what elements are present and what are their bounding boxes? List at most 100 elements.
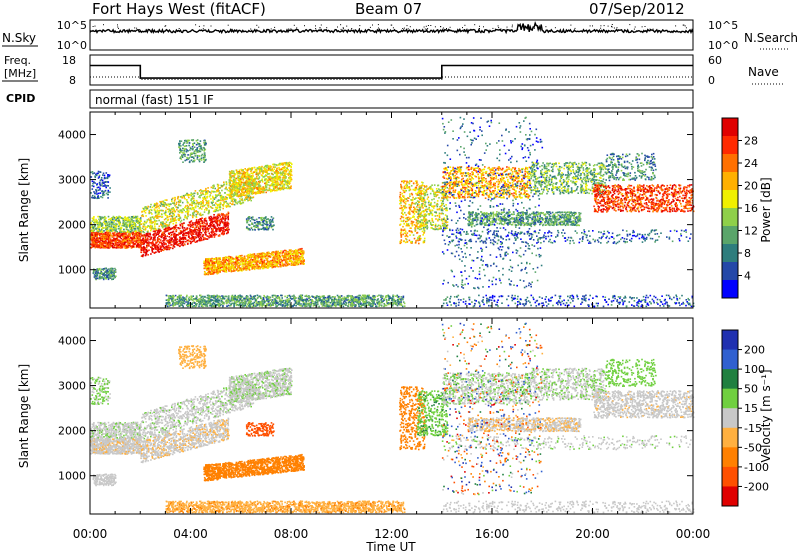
power-cell [152, 221, 154, 223]
power-cell [265, 178, 268, 180]
power-cell [266, 223, 268, 226]
power-cell [101, 230, 103, 233]
power-cell [239, 189, 241, 191]
power-cell [290, 185, 292, 187]
power-cell [173, 226, 176, 229]
power-cell [173, 208, 175, 210]
power-cell [219, 194, 222, 197]
power-cell [189, 228, 191, 231]
power-cell [177, 213, 180, 216]
power-cell [291, 250, 294, 252]
power-cell [223, 231, 225, 233]
power-cell [141, 235, 143, 237]
power-cell [97, 230, 99, 233]
power-cell [230, 193, 233, 196]
power-cell [224, 229, 227, 232]
power-cell [107, 174, 109, 176]
power-cell [300, 249, 303, 251]
power-cell [227, 189, 230, 192]
power-cell [166, 240, 169, 242]
power-cell [206, 228, 209, 230]
power-cell [247, 195, 250, 198]
power-cell [238, 194, 241, 196]
power-cell [250, 177, 253, 180]
power-cell [151, 244, 154, 247]
power-cell [101, 196, 104, 199]
power-cell [122, 243, 125, 246]
power-cell [275, 164, 277, 166]
power-cell [183, 237, 186, 239]
power-cell [239, 201, 242, 204]
power-cell [169, 208, 171, 211]
power-cell [202, 192, 204, 194]
power-cell [124, 217, 127, 219]
power-cell [255, 259, 258, 261]
power-cell [211, 230, 213, 233]
power-cell [131, 227, 134, 229]
power-cell [205, 229, 207, 232]
power-cell [288, 255, 290, 258]
power-cell [149, 227, 151, 229]
power-cell [262, 217, 265, 220]
nsky-dot [426, 28, 428, 30]
power-cell [152, 239, 154, 241]
power-cell [186, 228, 189, 231]
power-cell [172, 244, 175, 247]
power-cell [216, 207, 219, 209]
power-cell [132, 239, 134, 241]
power-cell [220, 199, 222, 202]
power-cell [249, 179, 251, 182]
power-cell [190, 230, 192, 233]
power-cell [203, 270, 206, 273]
power-cell [161, 200, 163, 203]
power-cell [124, 230, 126, 233]
power-cell [270, 189, 272, 191]
power-cell [123, 233, 125, 235]
power-cell [196, 150, 198, 152]
power-cell [105, 245, 108, 247]
power-cell [106, 224, 109, 227]
power-cell [259, 181, 261, 183]
power-cell [181, 201, 184, 204]
power-cell [135, 241, 137, 244]
power-cell [254, 261, 256, 264]
power-cell [232, 201, 234, 203]
power-cell [165, 227, 167, 229]
power-cell [216, 203, 218, 206]
power-cell [106, 230, 108, 232]
power-cell [104, 223, 106, 225]
power-cell [206, 197, 208, 199]
power-cell [262, 176, 264, 178]
power-cell [291, 163, 293, 165]
power-cell [275, 254, 277, 257]
power-cell [142, 239, 144, 242]
power-cell [236, 186, 239, 189]
power-cell [187, 194, 189, 197]
power-cell [244, 173, 246, 176]
power-cell [91, 231, 94, 234]
power-cell [244, 168, 246, 170]
power-cell [247, 219, 249, 222]
power-cell [285, 183, 288, 186]
power-cell [203, 221, 205, 223]
power-cell [243, 183, 245, 185]
power-cell [96, 186, 99, 189]
power-cell [216, 209, 219, 212]
power-cell [101, 179, 104, 182]
power-cell [214, 194, 217, 196]
power-cell [229, 197, 231, 199]
power-cell [116, 235, 119, 238]
power-cell [93, 274, 96, 276]
power-cell [251, 167, 253, 169]
power-cell [273, 168, 275, 170]
power-cell [216, 272, 219, 275]
power-cell [248, 167, 250, 170]
power-cell [140, 239, 142, 241]
power-cell [103, 174, 106, 177]
power-cell [166, 203, 169, 206]
power-cell [171, 220, 173, 222]
power-cell [107, 223, 109, 226]
power-cell [140, 233, 142, 236]
nsky-dot [600, 27, 602, 29]
power-cell [246, 227, 249, 230]
